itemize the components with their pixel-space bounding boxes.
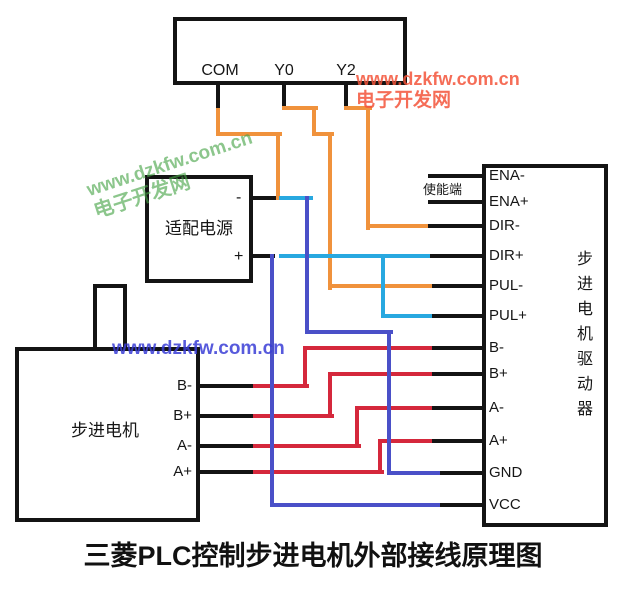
wire-dir-minus-stub <box>426 224 482 228</box>
wire-plus-cyan <box>381 254 385 318</box>
stepper-motor-label: 步进电机 <box>71 421 139 440</box>
plc-terminal-com: COM <box>201 62 239 79</box>
stepper-motor-box <box>15 347 200 522</box>
wire-pul-plus-stub <box>430 314 482 318</box>
wire-y0-orange <box>282 106 318 110</box>
wire-gnd-indigo <box>305 330 393 334</box>
wire-vcc-indigo <box>270 503 440 507</box>
wire-plus-cyan <box>279 254 430 258</box>
power-adapter-label: 适配电源 <box>165 219 233 238</box>
enable-terminal-label: 使能端 <box>423 182 463 197</box>
driver-terminal-pul-minus: PUL- <box>489 277 524 294</box>
power-plus-label: + <box>234 248 244 265</box>
wire-motor-aminus-stub <box>200 444 253 448</box>
wire-gnd-indigo <box>387 471 440 475</box>
wire-com-stub <box>216 85 220 110</box>
wire-dir-plus-stub <box>428 254 482 258</box>
plc-terminal-y2: Y2 <box>336 62 356 79</box>
wire-power-minus-stub <box>253 196 281 200</box>
wire-motor-bplus-stub <box>200 414 253 418</box>
wire-y0-orange <box>328 132 332 290</box>
wire-gnd-indigo <box>305 196 309 334</box>
wire-minus-cyan <box>279 196 313 200</box>
wire-y0-orange <box>312 106 316 136</box>
power-adapter-box <box>145 175 253 283</box>
wire-com-orange <box>276 132 280 200</box>
wire-bminus-red <box>303 346 432 350</box>
wire-aplus-red <box>253 470 384 474</box>
motor-terminal-bplus: B+ <box>173 407 192 424</box>
motor-shaft-tab <box>93 284 127 347</box>
wire-aminus-red <box>355 406 359 448</box>
motor-terminal-aminus: A- <box>177 437 192 454</box>
wire-bplus-red <box>328 372 332 418</box>
wire-drv-bplus-stub <box>430 372 482 376</box>
wire-ena-plus-line <box>428 200 482 204</box>
motor-terminal-aplus: A+ <box>173 463 192 480</box>
driver-terminal-ena-minus: ENA- <box>489 167 525 184</box>
wire-bplus-red <box>328 372 432 376</box>
watermark-middle: www.dzkfw.com.cn <box>112 338 285 359</box>
driver-terminal-bplus: B+ <box>489 365 508 382</box>
wire-aminus-red <box>355 406 432 410</box>
wire-com-orange <box>216 132 282 136</box>
plc-terminal-y0: Y0 <box>274 62 294 79</box>
wire-aminus-red <box>253 444 361 448</box>
wire-ena-minus-line <box>428 174 482 178</box>
wire-bplus-red <box>253 414 334 418</box>
wire-pul-minus-stub <box>428 284 482 288</box>
driver-terminal-gnd: GND <box>489 464 523 481</box>
wire-motor-aplus-stub <box>200 470 253 474</box>
driver-terminal-aminus: A- <box>489 399 504 416</box>
watermark-top-right-line1: www.dzkfw.com.cn <box>356 69 520 89</box>
wire-aplus-red <box>378 439 382 474</box>
driver-terminal-ena-plus: ENA+ <box>489 193 529 210</box>
driver-box <box>482 164 608 527</box>
wire-aplus-red <box>378 439 432 443</box>
plc-box <box>173 17 407 85</box>
wire-gnd-stub <box>438 471 482 475</box>
watermark-top-right-line2: 电子开发网 <box>356 90 452 111</box>
driver-vertical-label: 步进电机驱动器 <box>574 250 591 425</box>
wire-bminus-red <box>303 346 307 388</box>
wire-drv-aminus-stub <box>430 406 482 410</box>
wire-power-plus-stub <box>253 254 275 258</box>
diagram-title: 三菱PLC控制步进电机外部接线原理图 <box>83 541 543 571</box>
driver-terminal-dir-plus: DIR+ <box>489 247 524 264</box>
wire-y2-stub <box>344 85 348 110</box>
wire-bminus-red <box>253 384 309 388</box>
driver-terminal-dir-minus: DIR- <box>489 217 520 234</box>
watermark-top-right: www.dzkfw.com.cn 电子开发网 <box>356 68 520 112</box>
wire-y0-orange <box>312 132 334 136</box>
driver-terminal-pul-plus: PUL+ <box>489 307 527 324</box>
wire-y2-orange <box>366 224 428 228</box>
wire-y0-orange <box>328 284 432 288</box>
driver-terminal-aplus: A+ <box>489 432 508 449</box>
wire-drv-aplus-stub <box>430 439 482 443</box>
wire-drv-bminus-stub <box>430 346 482 350</box>
wire-motor-bminus-stub <box>200 384 253 388</box>
wire-y0-stub <box>282 85 286 110</box>
driver-terminal-bminus: B- <box>489 339 504 356</box>
wire-vcc-stub <box>438 503 482 507</box>
wire-plus-cyan <box>381 314 432 318</box>
wire-gnd-indigo <box>387 330 391 475</box>
motor-terminal-bminus: B- <box>177 377 192 394</box>
wire-y2-orange <box>344 106 372 110</box>
driver-terminal-vcc: VCC <box>489 496 521 513</box>
wire-vcc-indigo <box>270 254 274 507</box>
power-minus-label: - <box>236 189 242 206</box>
wire-y2-orange <box>366 106 370 230</box>
wire-com-orange <box>216 108 220 136</box>
